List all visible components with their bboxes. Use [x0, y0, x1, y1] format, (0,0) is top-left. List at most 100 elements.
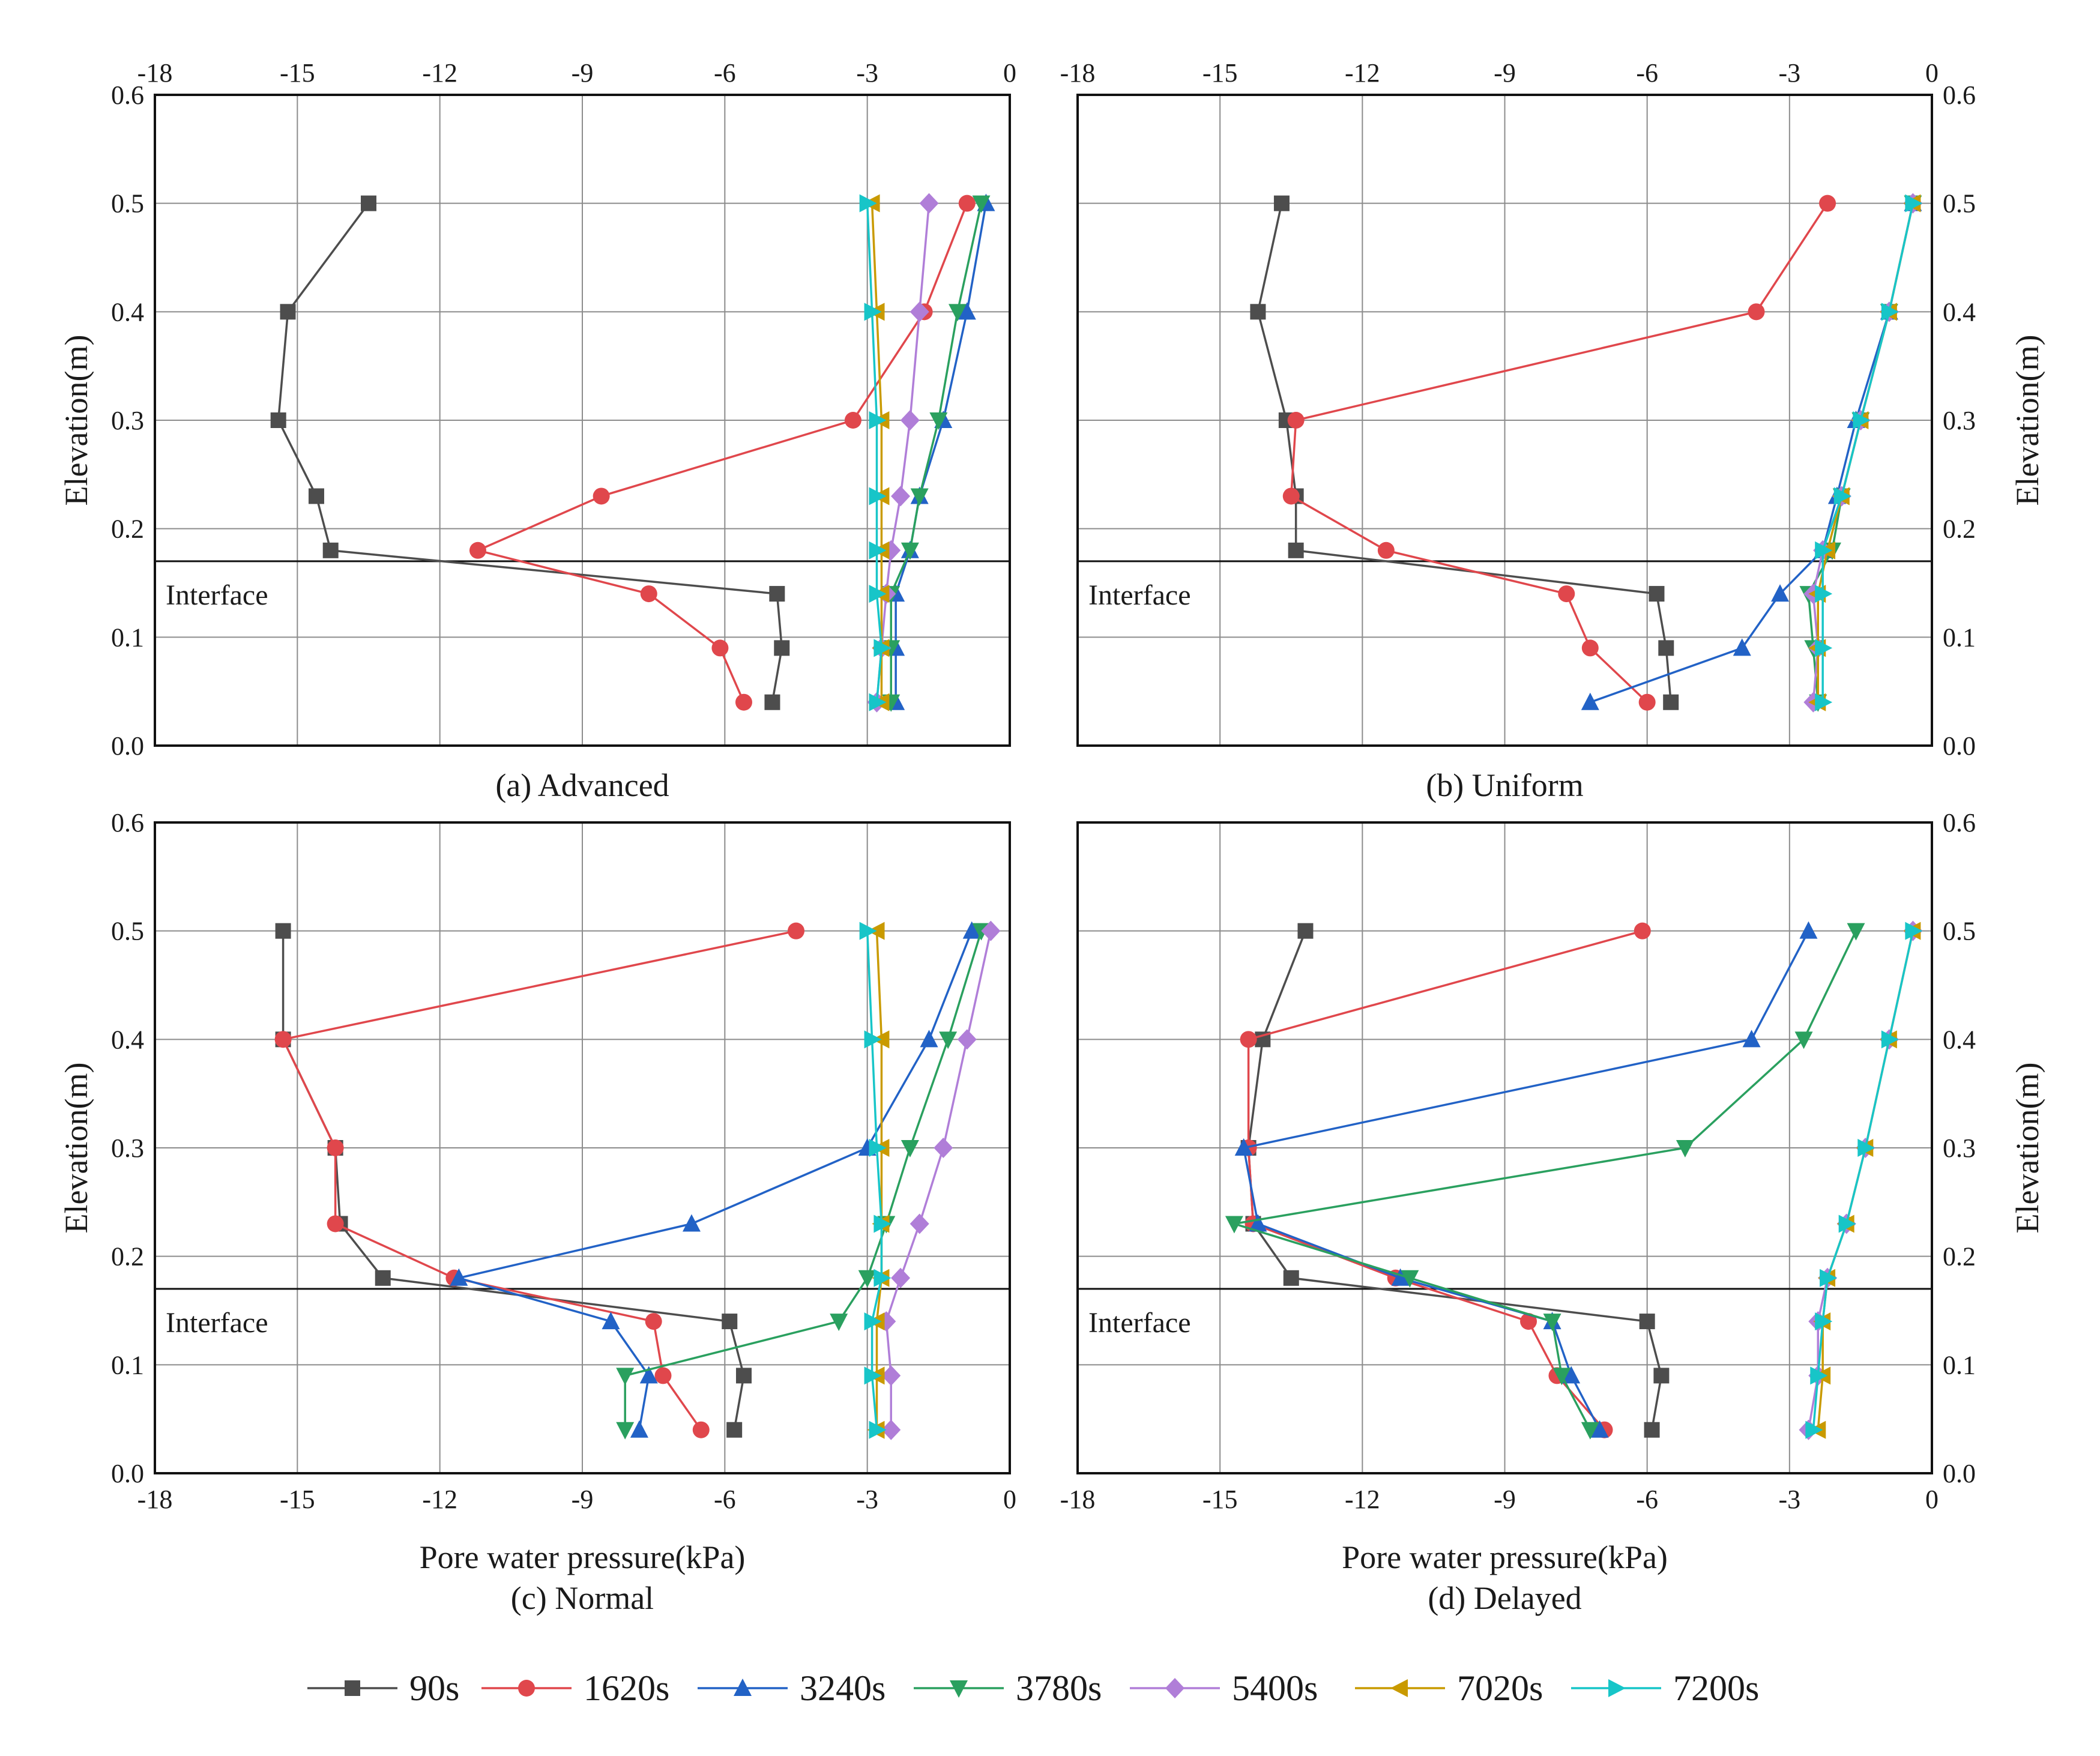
- legend-item-3780s: 3780s: [914, 1668, 1102, 1708]
- y-tick-label: 0.0: [111, 1459, 144, 1488]
- x-tick-label: -18: [1060, 1485, 1096, 1514]
- legend-label: 3240s: [800, 1668, 886, 1708]
- data-point: [616, 1422, 635, 1440]
- data-point: [1634, 922, 1651, 940]
- x-tick-label: -15: [280, 58, 315, 88]
- data-point: [1810, 1366, 1828, 1385]
- x-axis-title: Pore water pressure(kPa): [420, 1539, 746, 1575]
- series-line-90s: [1257, 203, 1672, 702]
- legend-marker: [518, 1680, 535, 1697]
- data-point: [722, 1314, 738, 1330]
- data-point: [322, 542, 339, 558]
- data-point: [774, 640, 790, 656]
- series-line-7200s: [1821, 203, 1914, 702]
- data-point: [910, 488, 929, 506]
- panel-a: Interface 0.0 0.1 0.2 0.3 0.4 0.5 0.6 Elevation(…: [58, 58, 1016, 803]
- x-tick-label: -6: [714, 58, 736, 88]
- series-line-90s: [282, 931, 745, 1431]
- data-point: [957, 1029, 977, 1050]
- data-point: [1391, 1268, 1410, 1286]
- data-point: [900, 410, 920, 430]
- series-3240s: [450, 921, 981, 1438]
- data-point: [844, 412, 861, 429]
- data-point: [735, 1368, 752, 1384]
- y-tick-label: 0.2: [111, 514, 144, 544]
- data-point: [274, 1031, 292, 1048]
- y-axis-title: Elevation(m): [58, 1063, 94, 1234]
- data-point: [270, 412, 286, 428]
- y-tick-label: 0.5: [111, 189, 144, 219]
- data-point: [1733, 638, 1751, 656]
- y-tick-label: 0.4: [1943, 1025, 1976, 1054]
- data-point: [1881, 1030, 1899, 1049]
- data-point: [1288, 542, 1304, 558]
- x-tick-label: -3: [1779, 1485, 1801, 1514]
- data-point: [682, 1214, 701, 1232]
- y-tick-label: 0.6: [111, 80, 144, 110]
- data-point: [962, 921, 981, 939]
- data-point: [1794, 1031, 1813, 1049]
- data-point: [616, 1368, 635, 1386]
- data-point: [1581, 1422, 1599, 1440]
- data-point: [469, 542, 486, 559]
- data-point: [1520, 1313, 1537, 1330]
- series-90s: [1250, 195, 1679, 710]
- data-point: [1881, 303, 1899, 321]
- x-tick-label: -12: [422, 1485, 457, 1514]
- series-3780s: [1225, 923, 1865, 1440]
- x-tick-label: -9: [572, 1485, 594, 1514]
- x-tick-label: -9: [1494, 58, 1516, 88]
- panel-b: Interface 0.0 0.1 0.2 0.3 0.4 0.5 0.6 Elevation(…: [1060, 58, 2045, 803]
- series-line-1620s: [1247, 929, 1643, 1431]
- y-tick-label: 0.0: [1943, 1459, 1976, 1488]
- data-point: [602, 1312, 620, 1330]
- series-7020s: [1808, 194, 1921, 711]
- series-5400s: [877, 920, 1001, 1440]
- x-tick-label: 0: [1925, 58, 1939, 88]
- data-point: [1815, 639, 1833, 657]
- series-3240s: [1581, 193, 1922, 710]
- x-tick-label: -9: [572, 58, 594, 88]
- data-point: [830, 1314, 848, 1332]
- series-7200s: [859, 922, 892, 1439]
- data-point: [1748, 303, 1765, 321]
- data-point: [910, 301, 929, 322]
- data-point: [929, 412, 948, 430]
- data-point: [869, 541, 887, 560]
- legend-label: 7200s: [1673, 1668, 1759, 1708]
- data-point: [711, 639, 729, 657]
- series-line-3780s: [624, 931, 983, 1430]
- legend-label: 1620s: [584, 1668, 669, 1708]
- data-point: [275, 923, 291, 939]
- data-point: [630, 1420, 648, 1438]
- y-tick-label: 0.5: [1943, 917, 1976, 946]
- data-point: [864, 1366, 882, 1385]
- data-point: [1820, 1269, 1838, 1287]
- data-point: [1676, 1140, 1694, 1157]
- legend-marker: [1608, 1679, 1626, 1697]
- x-tick-label: -6: [714, 1485, 736, 1514]
- data-point: [958, 195, 976, 212]
- series-1620s: [469, 195, 976, 711]
- series-line-5400s: [885, 931, 992, 1430]
- data-point: [1838, 1214, 1856, 1233]
- data-point: [972, 195, 991, 213]
- y-tick-label: 0.2: [1943, 514, 1976, 544]
- x-tick-label: -12: [1345, 58, 1380, 88]
- legend-marker: [1390, 1679, 1408, 1697]
- data-point: [1282, 487, 1300, 505]
- panel-caption: (a) Advanced: [495, 767, 669, 803]
- data-point: [1658, 640, 1674, 656]
- x-tick-label: -3: [1779, 58, 1801, 88]
- data-point: [1799, 921, 1818, 939]
- series-line-7200s: [866, 931, 883, 1430]
- series-line-3780s: [1234, 930, 1857, 1431]
- y-tick-label: 0.6: [1943, 80, 1976, 110]
- y-tick-label: 0.1: [1943, 623, 1976, 652]
- series-line-3240s: [1242, 930, 1810, 1431]
- data-point: [1905, 194, 1923, 213]
- data-point: [735, 693, 752, 711]
- data-point: [645, 1313, 662, 1330]
- data-point: [1552, 1368, 1571, 1386]
